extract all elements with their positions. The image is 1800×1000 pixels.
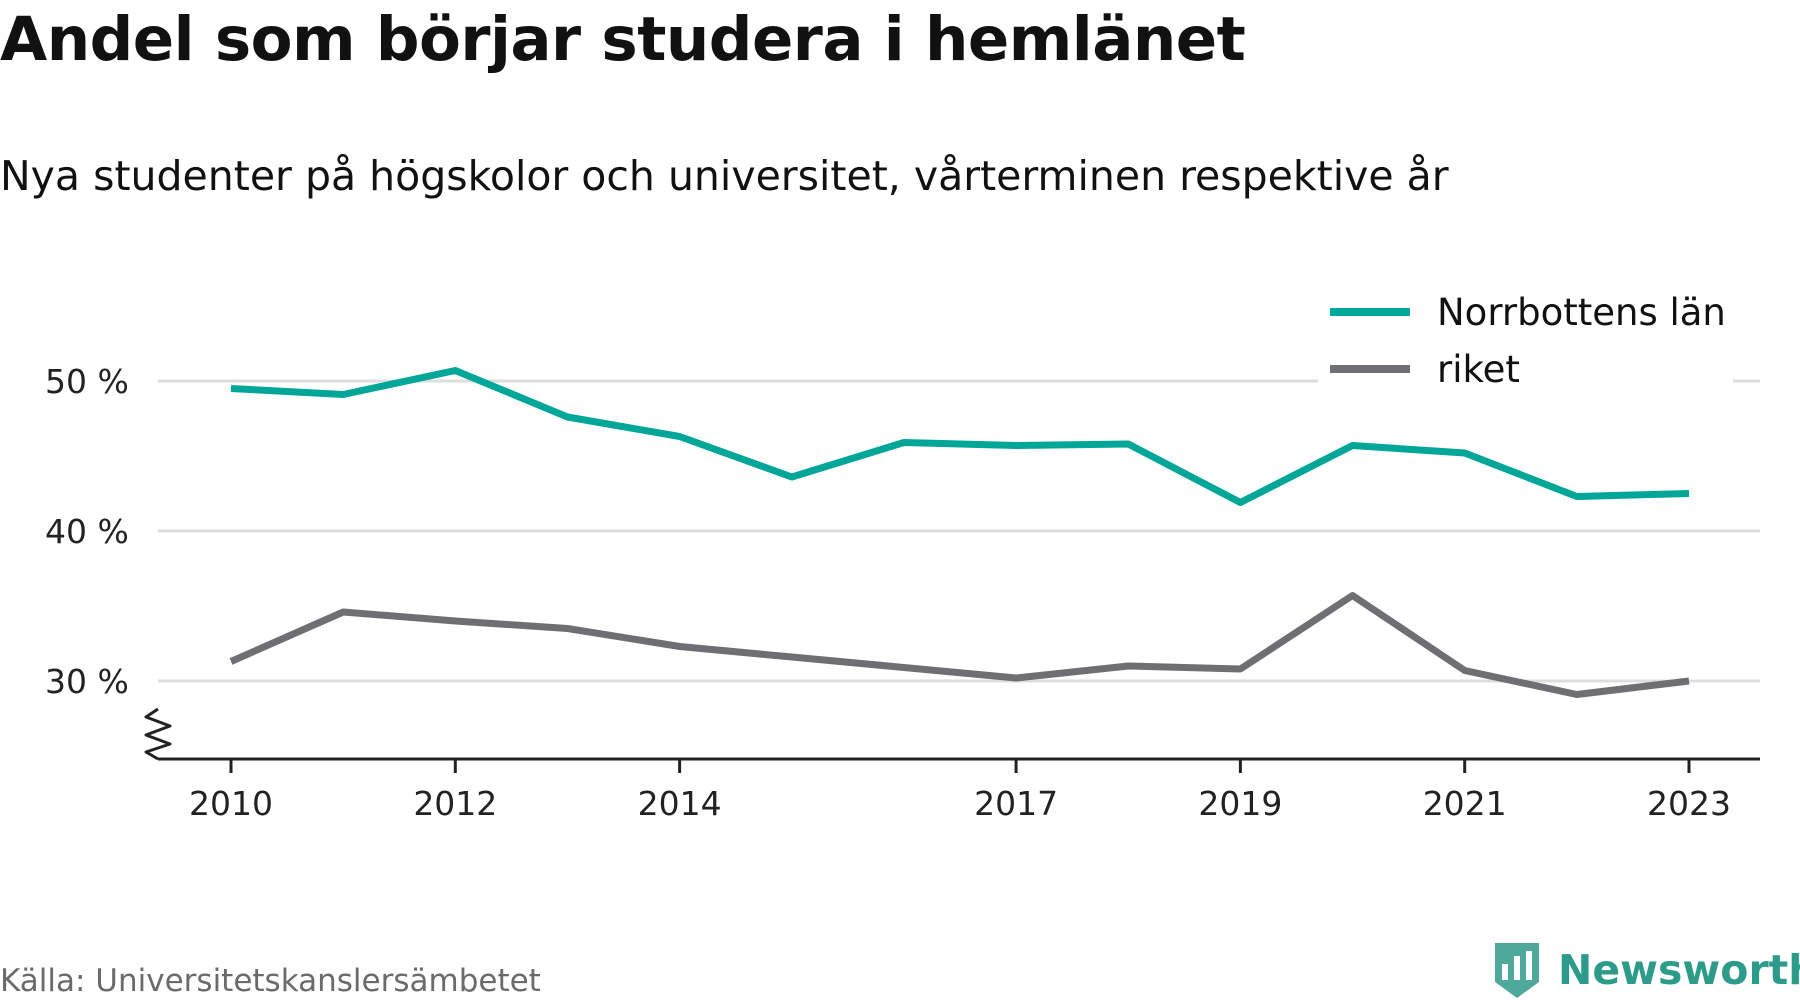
x-tick-label: 2012	[413, 784, 497, 823]
chart-subtitle: Nya studenter på högskolor och universit…	[0, 152, 1449, 200]
legend-label: riket	[1437, 348, 1520, 391]
x-tick-label: 2019	[1198, 784, 1282, 823]
axis-break-icon	[144, 707, 172, 761]
x-tick-label: 2021	[1423, 784, 1507, 823]
legend-background	[1318, 285, 1733, 400]
legend-label: Norrbottens län	[1437, 291, 1726, 334]
gridlines: 30 % 40 % 50 %	[45, 362, 1760, 701]
source-note: Källa: Universitetskanslersämbetet	[0, 963, 541, 999]
series-lines	[229, 367, 1690, 698]
chart-title: Andel som börjar studera i hemlänet	[0, 4, 1246, 75]
y-tick-label: 40 %	[45, 512, 129, 551]
x-tick-label: 2014	[638, 784, 722, 823]
bar-chart-shield-icon	[1495, 943, 1539, 998]
x-axis: 2010 2012 2014 2017 2019 2021 2023	[144, 707, 1760, 823]
brand-name: Newsworthy	[1558, 946, 1800, 994]
x-tick-label: 2017	[974, 784, 1058, 823]
y-tick-label: 50 %	[45, 362, 129, 401]
y-tick-label: 30 %	[45, 662, 129, 701]
series-line-1	[229, 592, 1690, 698]
x-tick-label: 2010	[189, 784, 273, 823]
legend: Norrbottens län riket	[1318, 285, 1733, 400]
x-tick-label: 2023	[1647, 784, 1731, 823]
series-line-0	[230, 367, 1690, 506]
newsworthy-logo: Newsworthy	[1492, 940, 1800, 1000]
